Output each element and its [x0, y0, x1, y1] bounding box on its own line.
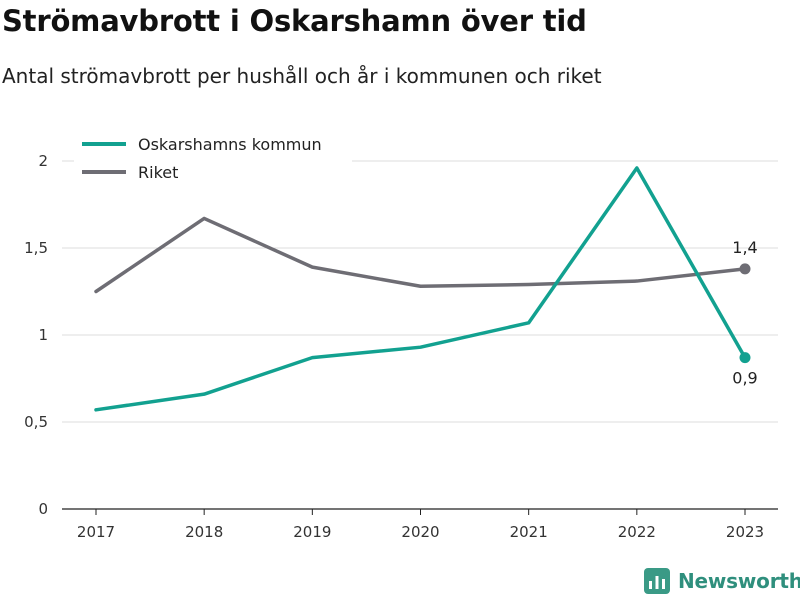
axes: 0 0,5 1 1,5 2 2017 2018 2019 2020 2021 2022 2023 — [24, 152, 778, 541]
x-tick-label: 2017 — [77, 523, 115, 541]
chart-title: Strömavbrott i Oskarshamn över tid — [2, 4, 587, 38]
y-tick-label: 1,5 — [24, 239, 48, 257]
x-tick-label: 2020 — [401, 523, 439, 541]
series-line-riket — [94, 216, 747, 294]
brand-name: Newsworthy — [678, 569, 800, 593]
x-tick-label: 2022 — [618, 523, 656, 541]
y-tick-label: 1 — [38, 326, 48, 344]
end-value-label: 1,4 — [732, 238, 757, 257]
brand: Newsworthy — [644, 568, 800, 594]
y-tick-label: 0,5 — [24, 413, 48, 431]
series: 1,4 0,9 — [94, 166, 758, 412]
legend: Oskarshamns kommun Riket — [74, 129, 352, 189]
chart-subtitle: Antal strömavbrott per hushåll och år i … — [2, 64, 602, 88]
series-line-oskarshamn — [94, 166, 747, 412]
line-chart: 0 0,5 1 1,5 2 2017 2018 2019 2020 2021 2022 2023 1,… — [24, 129, 778, 541]
y-tick-label: 0 — [38, 500, 48, 518]
legend-background — [74, 129, 352, 189]
x-tick-label: 2023 — [726, 523, 764, 541]
x-tick-label: 2021 — [510, 523, 548, 541]
legend-entry-label: Riket — [138, 163, 178, 182]
y-tick-label: 2 — [38, 152, 48, 170]
x-tick-label: 2019 — [293, 523, 331, 541]
newsworthy-logo-icon — [644, 568, 670, 594]
grid — [62, 160, 778, 423]
x-tick-label: 2018 — [185, 523, 223, 541]
legend-entry-label: Oskarshamns kommun — [138, 135, 322, 154]
end-point-marker — [739, 263, 751, 275]
end-point-marker — [739, 352, 751, 364]
end-value-label: 0,9 — [732, 369, 757, 388]
